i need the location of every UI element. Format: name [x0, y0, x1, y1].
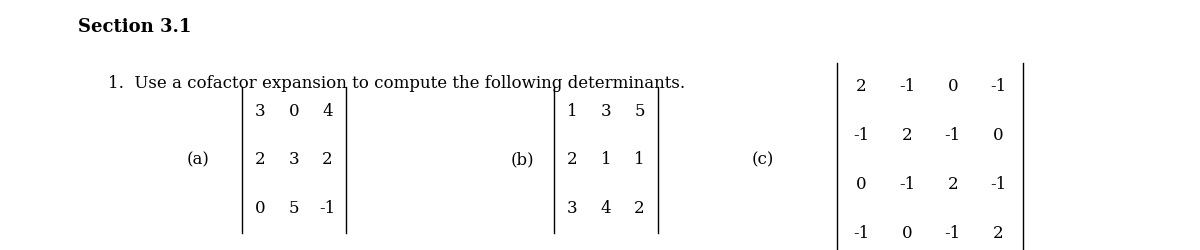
Text: 4: 4 — [323, 103, 332, 120]
Text: 2: 2 — [857, 78, 866, 95]
Text: 0: 0 — [994, 127, 1003, 144]
Text: 0: 0 — [857, 176, 866, 193]
Text: -1: -1 — [944, 224, 961, 242]
Text: 2: 2 — [948, 176, 958, 193]
Text: -1: -1 — [319, 200, 336, 217]
Text: (b): (b) — [510, 152, 534, 168]
Text: 2: 2 — [568, 152, 577, 168]
Text: 4: 4 — [601, 200, 611, 217]
Text: -1: -1 — [853, 127, 870, 144]
Text: -1: -1 — [853, 224, 870, 242]
Text: Section 3.1: Section 3.1 — [78, 18, 191, 36]
Text: 2: 2 — [994, 224, 1003, 242]
Text: 1.  Use a cofactor expansion to compute the following determinants.: 1. Use a cofactor expansion to compute t… — [108, 75, 685, 92]
Text: -1: -1 — [990, 78, 1007, 95]
Text: 2: 2 — [256, 152, 265, 168]
Text: 2: 2 — [635, 200, 644, 217]
Text: 1: 1 — [568, 103, 577, 120]
Text: 5: 5 — [635, 103, 644, 120]
Text: 0: 0 — [948, 78, 958, 95]
Text: -1: -1 — [990, 176, 1007, 193]
Text: -1: -1 — [899, 78, 916, 95]
Text: -1: -1 — [899, 176, 916, 193]
Text: 5: 5 — [289, 200, 299, 217]
Text: 0: 0 — [256, 200, 265, 217]
Text: 1: 1 — [635, 152, 644, 168]
Text: 2: 2 — [902, 127, 912, 144]
Text: (c): (c) — [751, 152, 774, 168]
Text: 0: 0 — [902, 224, 912, 242]
Text: -1: -1 — [944, 127, 961, 144]
Text: 1: 1 — [601, 152, 611, 168]
Text: 2: 2 — [323, 152, 332, 168]
Text: 3: 3 — [601, 103, 611, 120]
Text: 3: 3 — [289, 152, 299, 168]
Text: (a): (a) — [187, 152, 210, 168]
Text: 3: 3 — [568, 200, 577, 217]
Text: 3: 3 — [256, 103, 265, 120]
Text: 0: 0 — [289, 103, 299, 120]
